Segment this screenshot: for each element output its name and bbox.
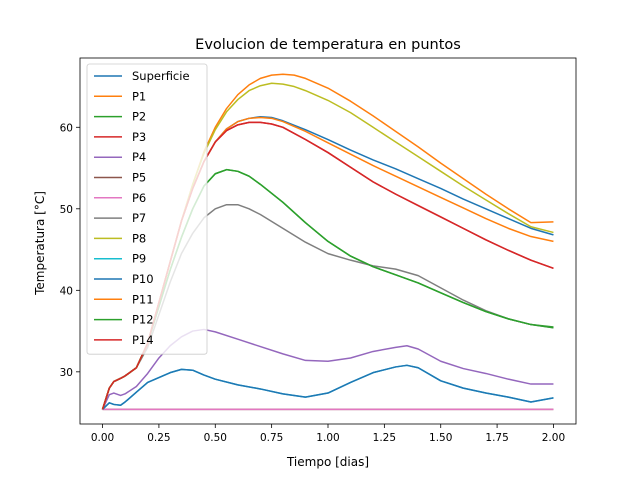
x-tick-label: 0.50 — [204, 432, 227, 444]
series-line-4 — [101, 328, 554, 410]
legend-entry-4: P4 — [132, 150, 146, 164]
plot-area — [101, 73, 554, 411]
x-tick-label: 1.75 — [485, 432, 508, 444]
legend-entry-1: P1 — [132, 89, 146, 103]
legend-entry-12: P12 — [132, 313, 154, 327]
legend-entry-13: P14 — [132, 333, 154, 347]
y-tick-label: 60 — [60, 122, 73, 134]
x-tick-label: 1.25 — [373, 432, 396, 444]
y-axis-label: Temperatura [°C] — [33, 191, 47, 296]
series-group — [101, 73, 554, 411]
legend-entry-5: P5 — [132, 171, 146, 185]
y-tick-label: 30 — [60, 367, 73, 379]
x-tick-label: 0.00 — [91, 432, 114, 444]
legend-entry-6: P6 — [132, 191, 146, 205]
legend-entry-3: P3 — [132, 130, 146, 144]
legend-entry-9: P9 — [132, 252, 146, 266]
legend-entry-7: P7 — [132, 211, 146, 225]
legend-entry-8: P8 — [132, 231, 146, 245]
x-tick-label: 2.00 — [542, 432, 565, 444]
x-tick-label: 0.75 — [260, 432, 283, 444]
chart-title: Evolucion de temperatura en puntos — [195, 37, 461, 53]
legend-entry-2: P2 — [132, 110, 146, 124]
x-tick-label: 0.25 — [147, 432, 170, 444]
legend-entry-11: P11 — [132, 292, 154, 306]
y-tick-label: 40 — [60, 285, 73, 297]
legend-entry-10: P10 — [132, 272, 154, 286]
series-line-13 — [101, 121, 554, 410]
legend-entry-0: Superficie — [132, 69, 190, 83]
axes: 0.00 0.25 0.50 0.75 1.00 1.25 1.50 1.75 2.00 30 40… — [60, 57, 577, 444]
legend: Superficie P1 P2 P3 P4 P5 P6 P7 P8 P9 P10 P11 P12 P14 — [86, 63, 208, 355]
x-axis-label: Tiempo [dias] — [286, 455, 369, 469]
legend-box — [86, 63, 208, 355]
y-tick-label: 50 — [60, 204, 73, 216]
x-tick-label: 1.50 — [429, 432, 452, 444]
series-line-10 — [102, 364, 554, 410]
x-tick-label: 1.00 — [316, 432, 339, 444]
